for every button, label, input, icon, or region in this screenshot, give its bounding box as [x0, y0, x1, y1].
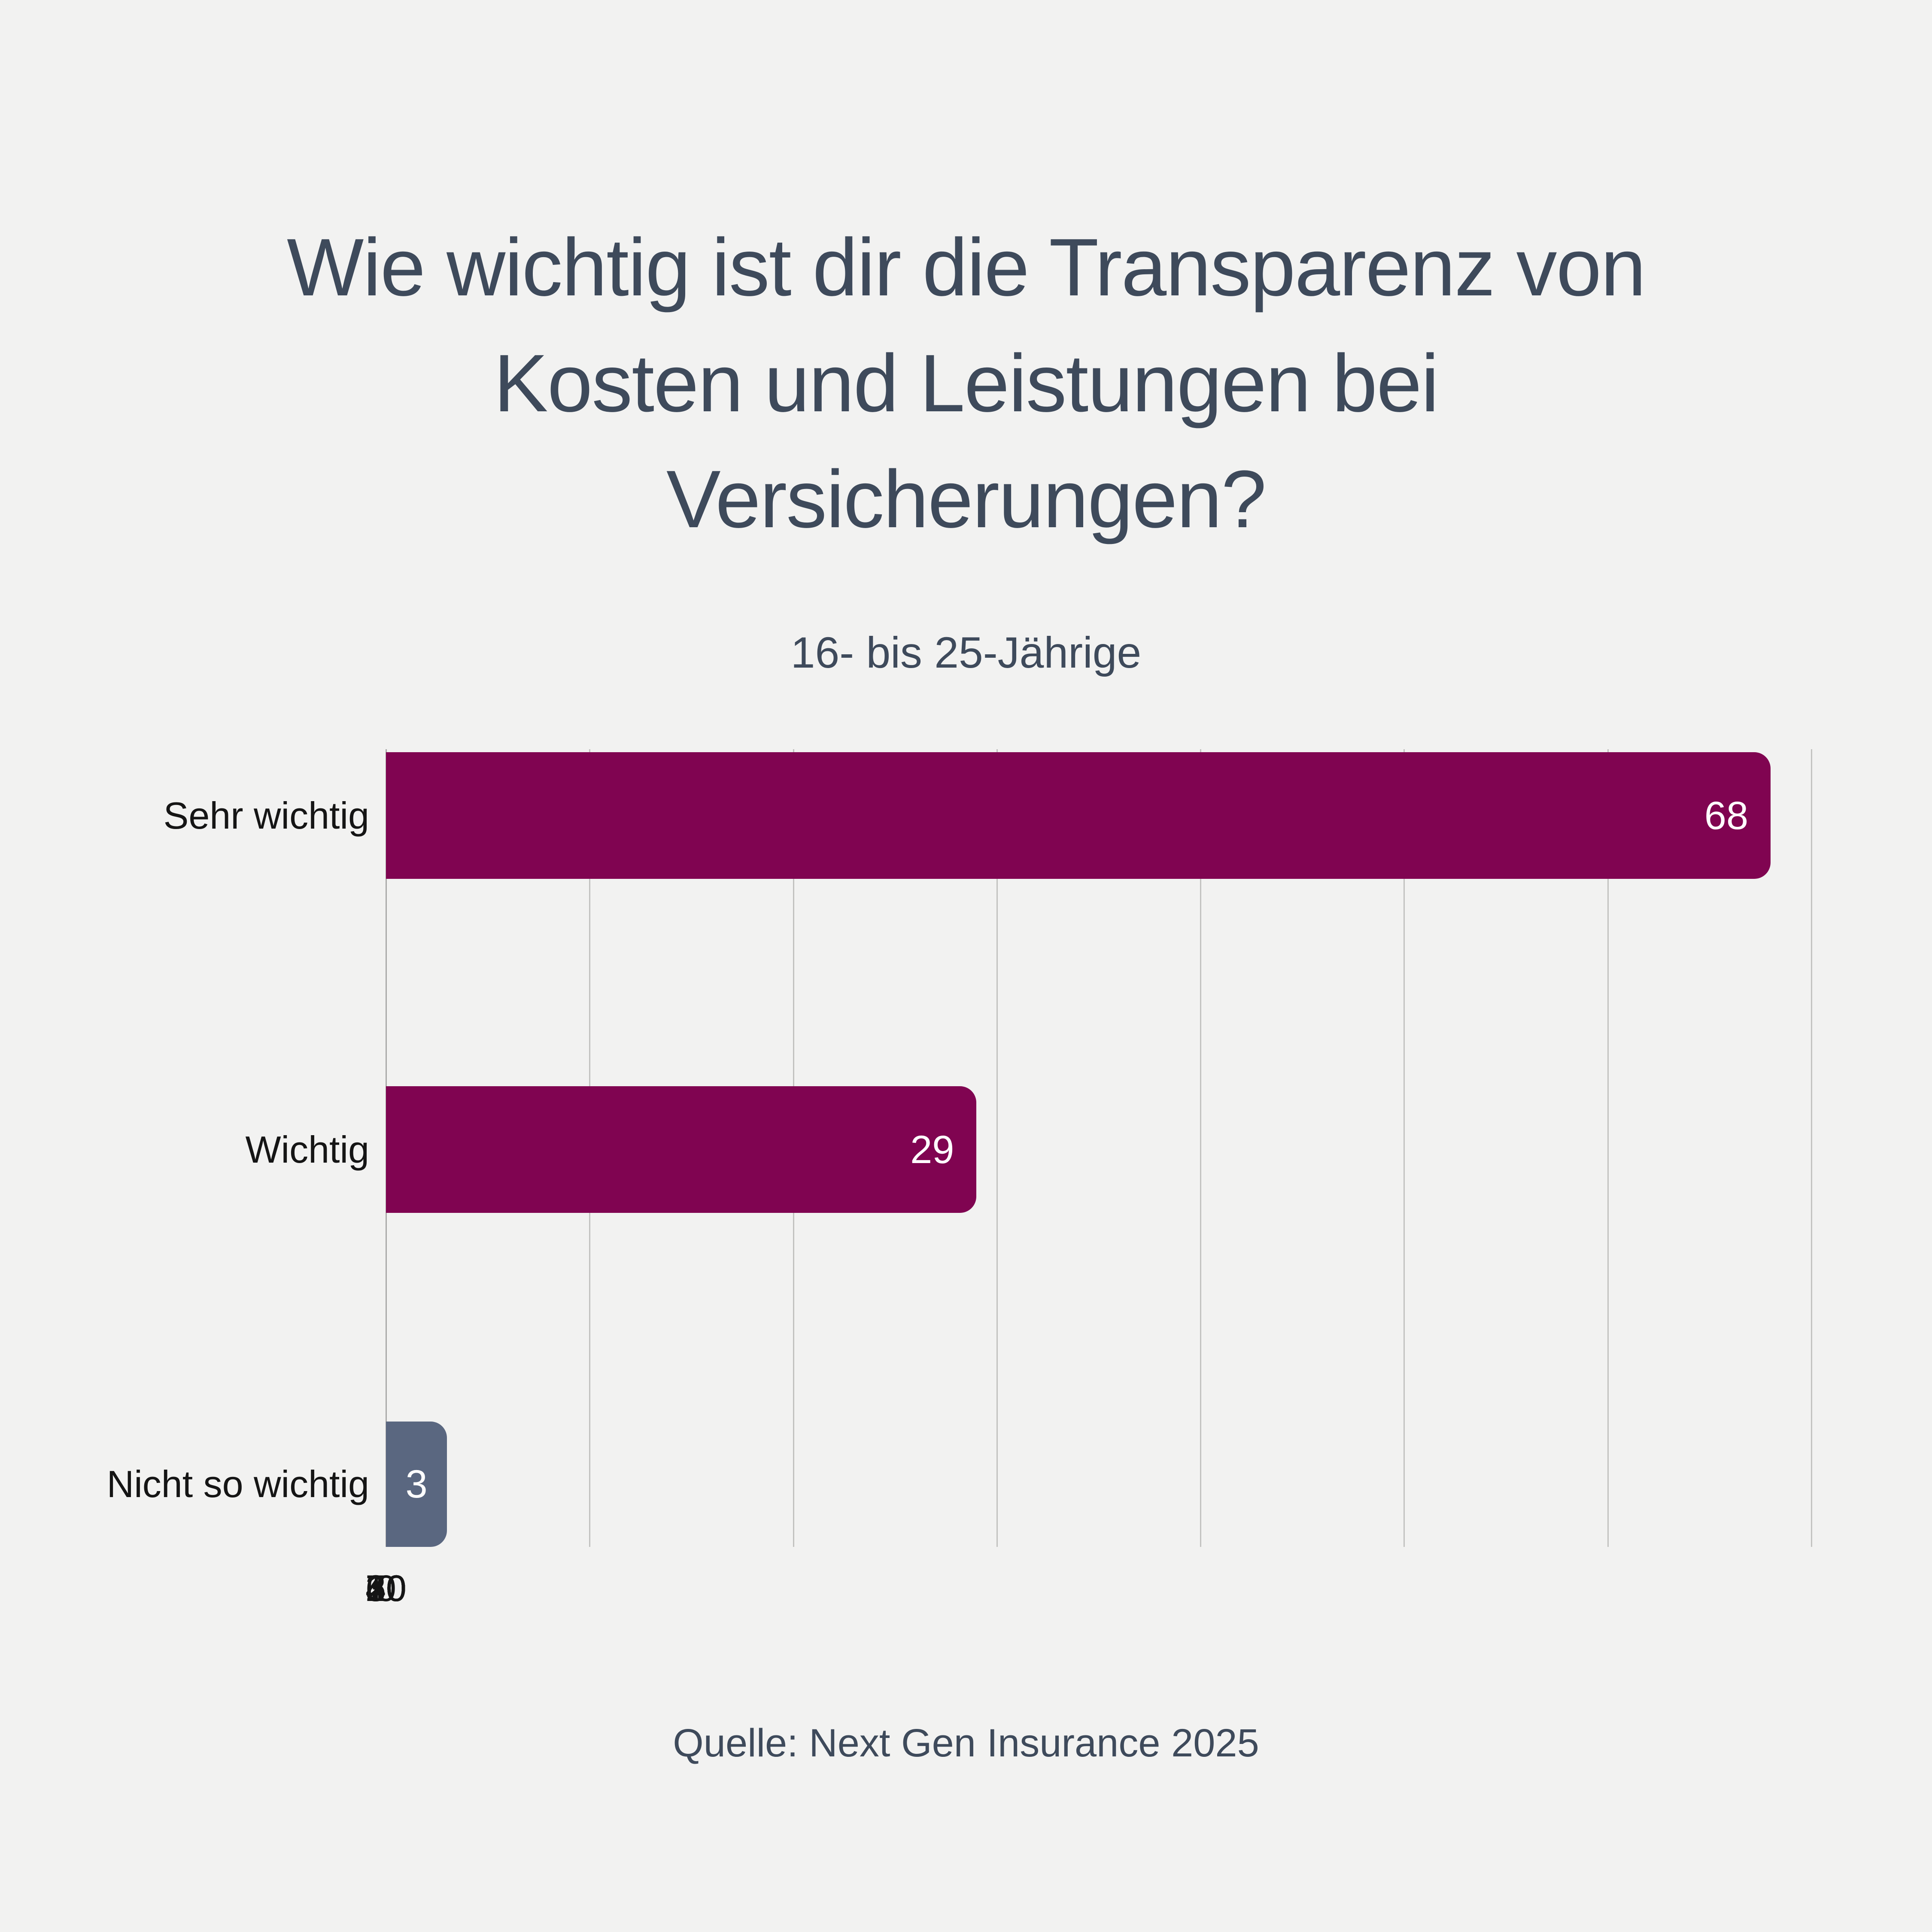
x-tick-60: 60 — [365, 1568, 407, 1609]
x-tick-40: 40 — [365, 1568, 407, 1609]
category-label-nicht-so-wichtig: Nicht so wichtig — [106, 1463, 369, 1505]
gridline-50 — [1403, 749, 1405, 1547]
bar-wichtig: 29 — [386, 1086, 977, 1213]
bar-value-label: 29 — [910, 1127, 954, 1172]
chart-subtitle: 16- bis 25-Jährige — [790, 628, 1142, 677]
x-tick-10: 10 — [365, 1568, 407, 1609]
x-tick-30: 30 — [365, 1568, 407, 1609]
gridline-60 — [1607, 749, 1609, 1547]
gridline-70 — [1811, 749, 1812, 1547]
x-tick-70: 70 — [365, 1568, 407, 1609]
bar-sehr-wichtig: 68 — [386, 752, 1771, 879]
plot-area: 68 29 3 0 10 20 30 40 50 60 70 — [365, 749, 1812, 1607]
chart-title: Wie wichtig ist dir die Transparenz von … — [287, 222, 1646, 545]
category-label-sehr-wichtig: Sehr wichtig — [163, 794, 369, 837]
x-tick-50: 50 — [365, 1568, 407, 1609]
bar-value-label: 3 — [405, 1462, 428, 1506]
source-caption: Quelle: Next Gen Insurance 2025 — [673, 1721, 1259, 1765]
x-tick-0: 0 — [376, 1568, 396, 1609]
x-tick-20: 20 — [365, 1568, 407, 1609]
bar-value-label: 68 — [1704, 793, 1749, 838]
gridline-40 — [1200, 749, 1202, 1547]
gridline-30 — [996, 749, 998, 1547]
category-label-wichtig: Wichtig — [245, 1128, 370, 1171]
bar-nicht-so-wichtig: 3 — [386, 1422, 447, 1547]
